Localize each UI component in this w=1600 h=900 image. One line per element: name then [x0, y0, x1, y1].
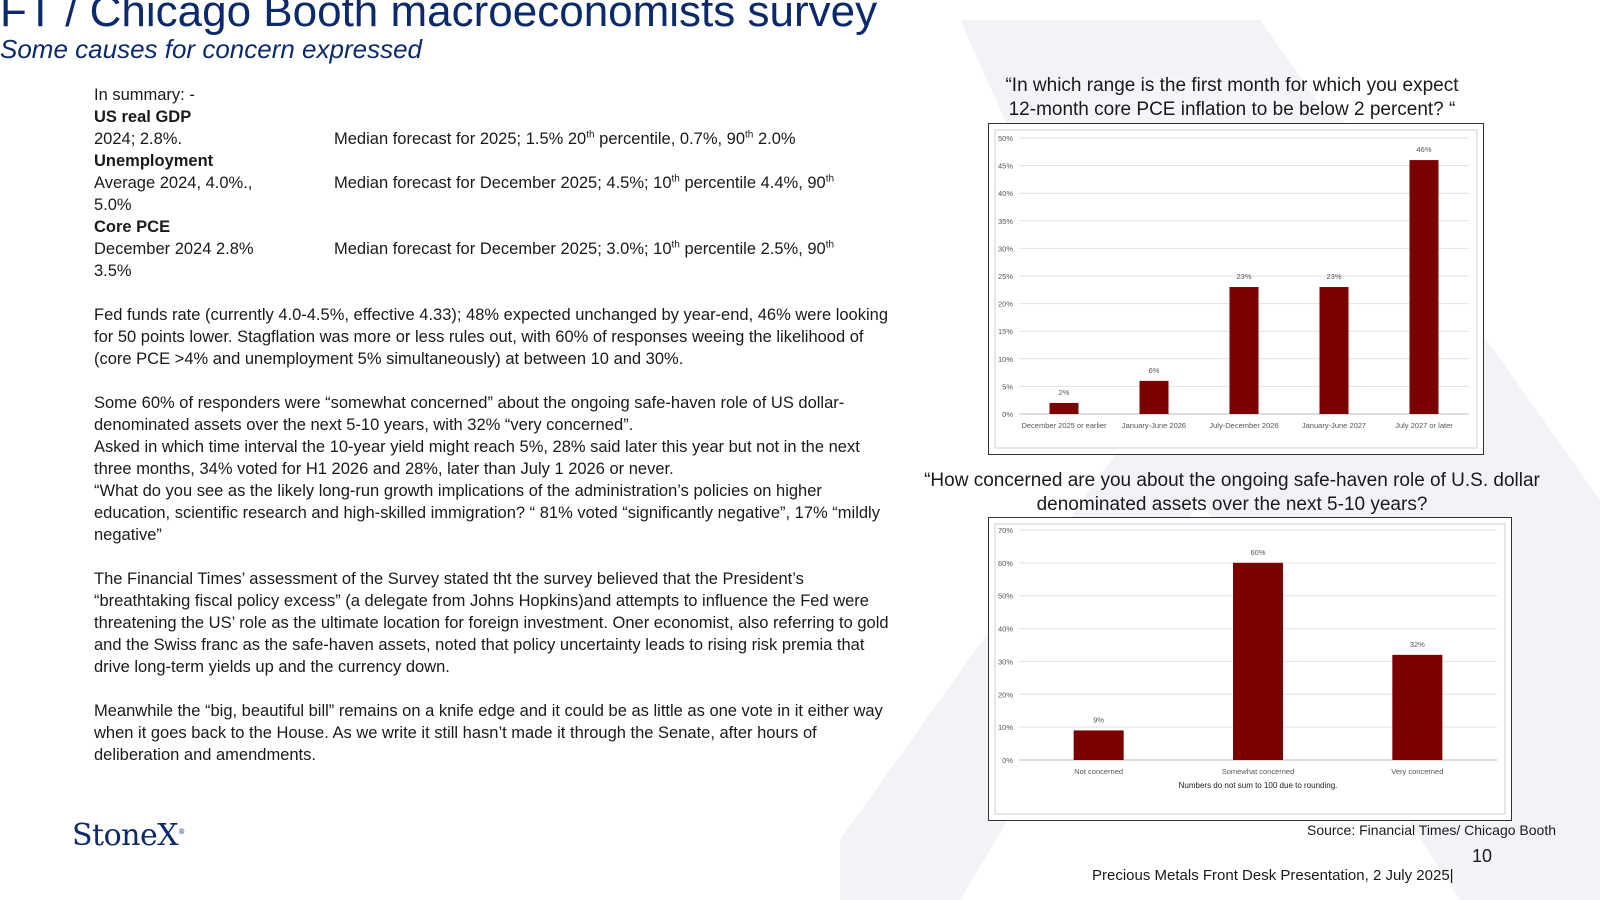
y-tick-label: 35%: [998, 217, 1013, 226]
plot-border: [994, 129, 1478, 449]
y-tick-label: 70%: [998, 526, 1013, 535]
footer-text: Precious Metals Front Desk Presentation,…: [1092, 867, 1454, 884]
gdp-forecast: Median forecast for 2025; 1.5% 20th perc…: [334, 129, 796, 148]
chart1-frame: 0% 5% 10% 15% 20% 25% 30% 35% 40% 45% 50% 2% Decembe…: [988, 123, 1484, 455]
y-tick-label: 30%: [998, 244, 1013, 253]
bill-paragraph: Meanwhile the “big, beautiful bill” rema…: [94, 702, 883, 764]
data-label: 60%: [1250, 548, 1265, 557]
bar: [1073, 730, 1124, 760]
core-pce-row: December 2024 2.8% Median forecast for De…: [94, 238, 894, 260]
unemployment-wrap: 5.0%: [94, 196, 132, 214]
yield-paragraph: Asked in which time interval the 10-year…: [94, 438, 860, 478]
gdp-heading: US real GDP: [94, 108, 192, 126]
y-tick-label: 60%: [998, 559, 1013, 568]
category-label: July 2027 or later: [1395, 421, 1453, 430]
category-label: Somewhat concerned: [1222, 767, 1295, 776]
core-pce-forecast: Median forecast for December 2025; 3.0%;…: [334, 239, 835, 258]
y-tick-label: 15%: [998, 327, 1013, 336]
unemployment-forecast: Median forecast for December 2025; 4.5%;…: [334, 173, 835, 192]
slide-title: FT / Chicago Booth macroeconomists surve…: [0, 0, 878, 36]
y-tick-label: 0%: [1002, 756, 1013, 765]
y-tick-label: 45%: [998, 162, 1013, 171]
gdp-2024: 2024; 2.8%.: [94, 130, 183, 148]
category-label: January-June 2027: [1302, 421, 1366, 430]
data-label: 23%: [1326, 272, 1341, 281]
source-note: Source: Financial Times/ Chicago Booth: [1306, 822, 1556, 838]
data-label: 46%: [1416, 145, 1431, 154]
y-tick-label: 50%: [998, 592, 1013, 601]
bar: [1233, 562, 1283, 760]
plot-border: [994, 523, 1506, 815]
chart-note: Numbers do not sum to 100 due to roundin…: [1179, 781, 1338, 790]
core-pce-2024: December 2024 2.8%: [94, 240, 254, 258]
data-label: 2%: [1059, 388, 1070, 397]
chart2-frame: 0% 10% 20% 30% 40% 50% 60% 70% 9% Not concerned 60…: [988, 517, 1512, 821]
y-tick-label: 50%: [998, 134, 1013, 143]
y-tick-label: 0%: [1002, 410, 1013, 419]
gdp-row: 2024; 2.8%. Median forecast for 2025; 1.5…: [94, 128, 894, 150]
y-tick-label: 25%: [998, 272, 1013, 281]
chart1-question: “In which range is the first month for w…: [1005, 75, 1459, 120]
bar: [1319, 287, 1349, 414]
unemployment-heading: Unemployment: [94, 152, 214, 170]
unemployment-2024: Average 2024, 4.0%.,: [94, 174, 253, 192]
data-label: 9%: [1093, 715, 1104, 724]
bar: [1229, 287, 1259, 414]
safe-haven-bar-chart: 0% 10% 20% 30% 40% 50% 60% 70% 9% Not concerned 60…: [994, 523, 1506, 815]
core-pce-heading: Core PCE: [94, 218, 171, 236]
y-tick-label: 40%: [998, 625, 1013, 634]
summary-intro: In summary: -: [94, 86, 195, 104]
y-tick-label: 30%: [998, 657, 1013, 666]
data-label: 23%: [1236, 272, 1251, 281]
y-tick-label: 10%: [998, 355, 1013, 364]
y-tick-label: 20%: [998, 690, 1013, 699]
y-tick-label: 5%: [1002, 382, 1013, 391]
category-label: January-June 2026: [1122, 421, 1186, 430]
growth-paragraph: “What do you see as the likely long-run …: [94, 482, 880, 544]
data-label: 6%: [1149, 366, 1160, 375]
data-label: 32%: [1410, 640, 1425, 649]
category-label: Very concerned: [1391, 767, 1443, 776]
slide-subtitle: Some causes for concern expressed: [0, 34, 422, 64]
dollar-paragraph: Some 60% of responders were “somewhat co…: [94, 394, 845, 434]
bar: [1392, 654, 1443, 760]
y-tick-label: 10%: [998, 723, 1013, 732]
summary-text: In summary: - US real GDP 2024; 2.8%. Med…: [94, 84, 894, 766]
pce-timing-bar-chart: 0% 5% 10% 15% 20% 25% 30% 35% 40% 45% 50% 2% Decembe…: [994, 129, 1478, 449]
fed-funds-paragraph: Fed funds rate (currently 4.0-4.5%, effe…: [94, 306, 888, 368]
bar: [1409, 160, 1439, 414]
page-number: 10: [1472, 846, 1493, 866]
category-label: December 2025 or earlier: [1021, 421, 1107, 430]
bar: [1139, 380, 1169, 414]
unemployment-row: Average 2024, 4.0%., Median forecast for …: [94, 172, 894, 194]
stonex-logo: StoneX®: [72, 818, 185, 853]
y-tick-label: 40%: [998, 189, 1013, 198]
chart2-question: “How concerned are you about the ongoing…: [924, 470, 1540, 515]
core-pce-wrap: 3.5%: [94, 262, 132, 280]
category-label: Not concerned: [1074, 767, 1123, 776]
bar: [1049, 402, 1079, 414]
ft-assessment-paragraph: The Financial Times’ assessment of the S…: [94, 570, 889, 676]
category-label: July-December 2026: [1209, 421, 1278, 430]
y-tick-label: 20%: [998, 300, 1013, 309]
